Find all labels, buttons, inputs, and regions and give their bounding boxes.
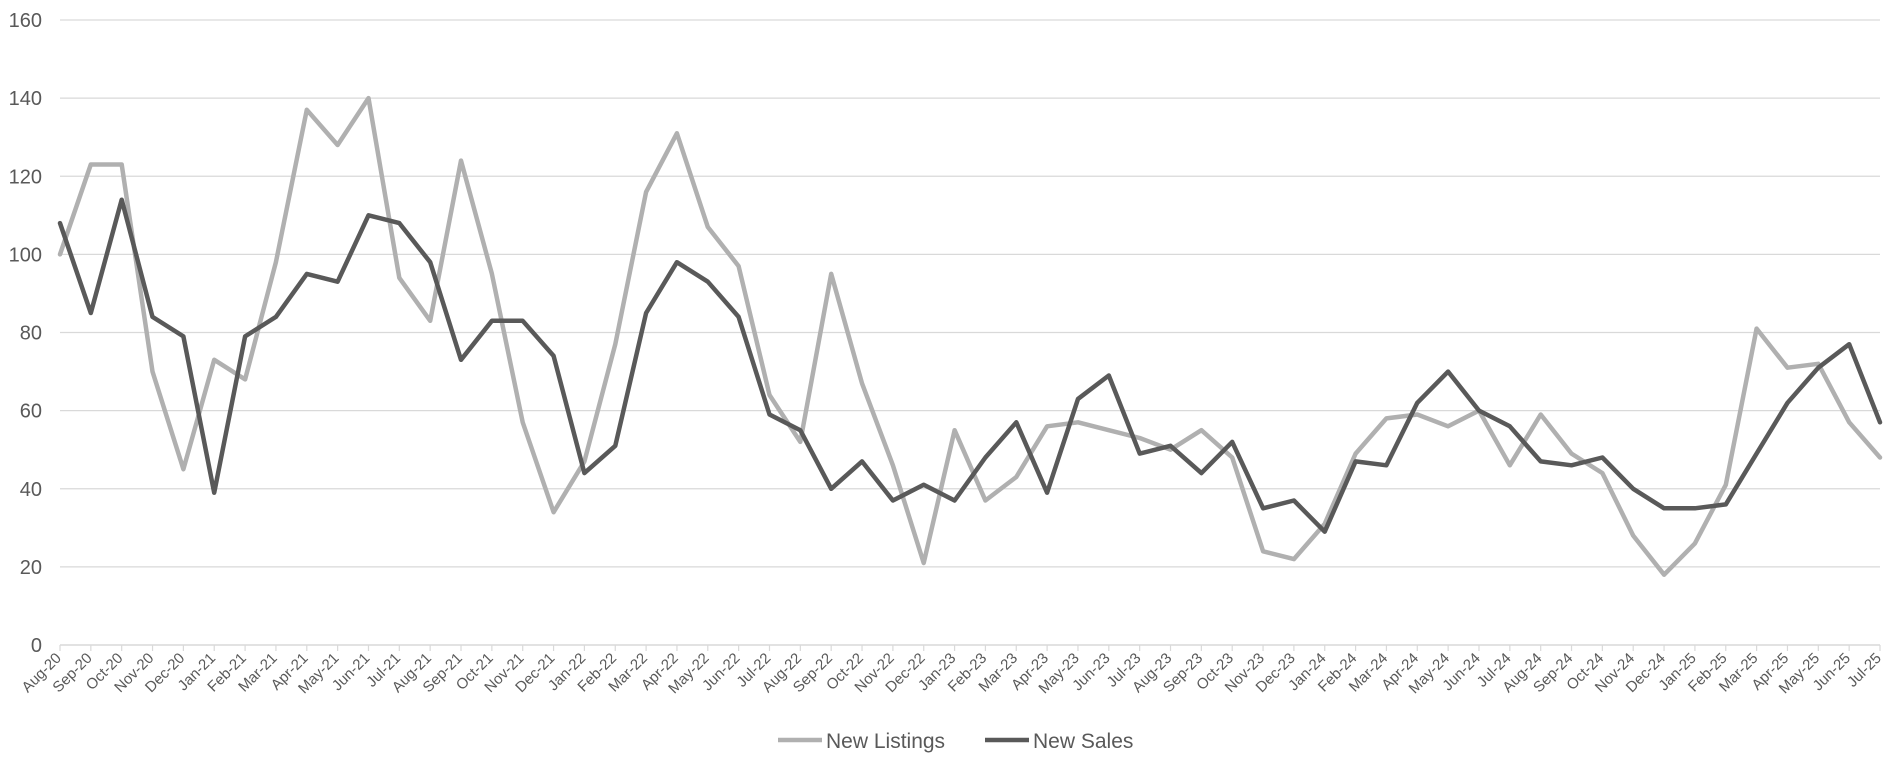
y-tick-label: 100 <box>9 244 42 266</box>
legend: New Listings New Sales <box>778 730 1133 753</box>
y-tick-label: 20 <box>20 557 42 579</box>
gridlines <box>60 19 1880 568</box>
series-line-0 <box>57 95 1883 577</box>
legend-item: New Listings <box>778 730 945 753</box>
y-tick-label: 40 <box>20 479 42 501</box>
x-tick-label: Jul-25 <box>1844 650 1885 691</box>
legend-label: New Sales <box>1033 730 1133 753</box>
y-tick-label: 120 <box>9 166 42 188</box>
x-axis-ticks: Aug-20Sep-20Oct-20Nov-20Dec-20Jan-21Feb-… <box>19 645 1885 697</box>
y-tick-label: 80 <box>20 323 42 345</box>
y-tick-label: 0 <box>31 635 42 657</box>
series-lines <box>57 95 1883 577</box>
y-tick-label: 160 <box>9 10 42 32</box>
series-line-1 <box>57 197 1883 534</box>
y-tick-label: 60 <box>20 401 42 423</box>
y-tick-label: 140 <box>9 88 42 110</box>
legend-item: New Sales <box>985 730 1133 753</box>
y-axis-ticks: 0 20 40 60 80 100 120 140 160 <box>9 10 42 657</box>
legend-label: New Listings <box>826 730 945 753</box>
